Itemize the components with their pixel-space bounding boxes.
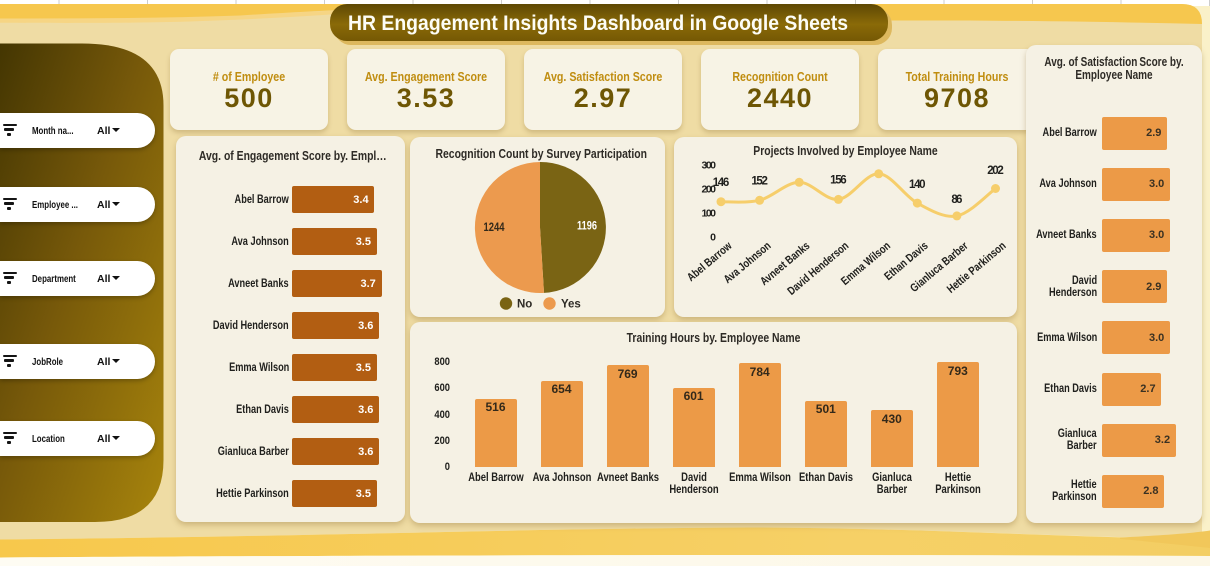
svg-text:Yes: Yes xyxy=(561,299,581,311)
svg-text:No: No xyxy=(517,299,532,311)
svg-text:202: 202 xyxy=(987,165,1004,177)
svg-text:100: 100 xyxy=(702,208,717,220)
svg-text:86: 86 xyxy=(951,194,962,206)
svg-text:0: 0 xyxy=(710,232,716,244)
svg-text:300: 300 xyxy=(702,160,717,172)
svg-text:1196: 1196 xyxy=(577,221,597,233)
svg-text:156: 156 xyxy=(830,175,847,187)
svg-text:HR Engagement Insights Dashboa: HR Engagement Insights Dashboard in Goog… xyxy=(348,11,848,35)
svg-text:200: 200 xyxy=(702,184,717,196)
svg-text:140: 140 xyxy=(909,179,926,191)
svg-text:146: 146 xyxy=(713,177,730,189)
svg-text:1244: 1244 xyxy=(484,222,505,234)
svg-text:152: 152 xyxy=(751,176,768,188)
